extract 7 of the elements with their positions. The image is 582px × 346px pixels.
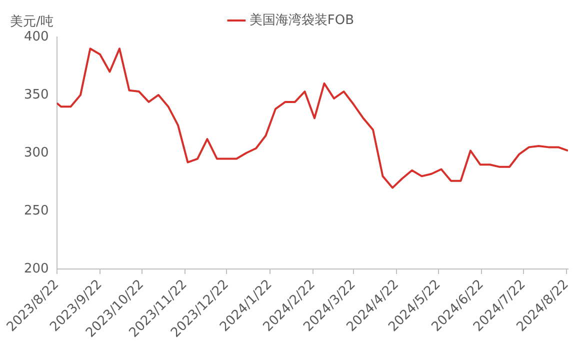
y-tick-label: 250 [24, 203, 49, 218]
y-tick-label: 350 [24, 87, 49, 102]
y-axis-title: 美元/吨 [10, 13, 54, 30]
legend-label: 美国海湾袋装FOB [249, 12, 354, 28]
y-tick-label: 300 [24, 145, 49, 160]
y-tick-label: 400 [24, 29, 49, 44]
y-tick-label: 200 [24, 261, 49, 276]
